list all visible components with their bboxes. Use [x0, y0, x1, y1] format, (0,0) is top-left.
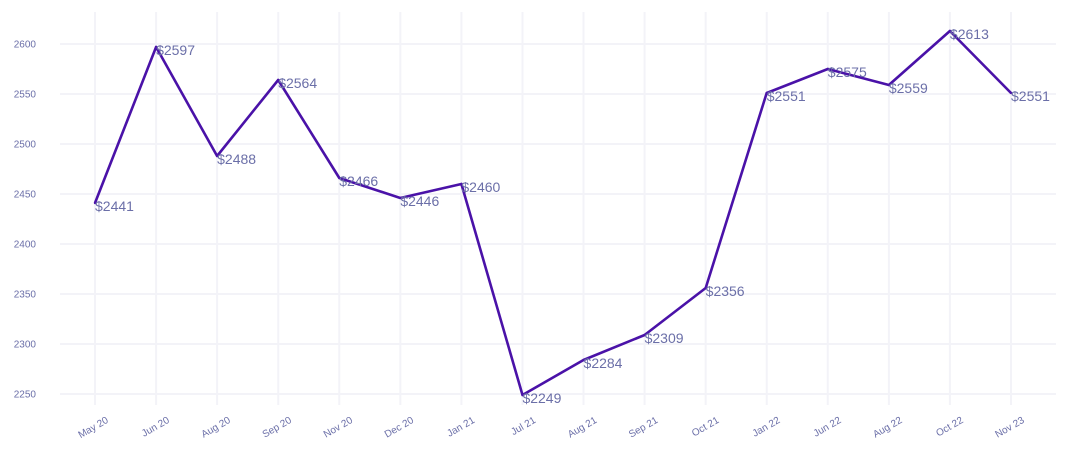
- series-lines: [93, 29, 1013, 397]
- data-point: [643, 333, 646, 337]
- data-label: $2597: [156, 42, 195, 58]
- data-label: $2551: [767, 88, 806, 104]
- y-axis-tick-labels: 2250 2300 2350 2400 2450 2500 2550 2600: [14, 40, 37, 401]
- data-label: $2284: [584, 355, 623, 371]
- x-tick-label: Aug 21: [566, 415, 599, 441]
- data-label: $2356: [706, 283, 745, 299]
- data-point: [887, 83, 891, 87]
- data-label: $2441: [95, 198, 134, 214]
- data-label: $2559: [889, 80, 928, 96]
- data-label: $2309: [645, 330, 684, 346]
- series-line: [93, 29, 1012, 397]
- data-point: [1009, 91, 1013, 95]
- data-label: $2613: [950, 26, 989, 42]
- y-tick-label: 2600: [14, 40, 37, 51]
- data-point: [338, 176, 341, 180]
- x-tick-label: Sep 21: [627, 415, 660, 441]
- data-point: [93, 201, 97, 205]
- data-point: [948, 29, 952, 33]
- x-tick-label: Aug 22: [871, 415, 904, 441]
- y-tick-label: 2400: [14, 240, 37, 251]
- x-tick-label: Jun 20: [140, 415, 172, 440]
- data-labels: $2441 $2597 $2488 $2564 $2466 $2446 $2460 $2249…: [95, 26, 1050, 406]
- y-tick-label: 2450: [14, 190, 37, 201]
- data-label: $2564: [278, 75, 317, 91]
- data-point: [460, 182, 463, 186]
- data-label: $2575: [828, 64, 867, 80]
- y-tick-label: 2250: [14, 390, 37, 401]
- y-tick-label: 2350: [14, 290, 37, 301]
- y-tick-label: 2500: [14, 140, 37, 151]
- data-point: [277, 78, 280, 82]
- x-tick-label: Aug 20: [200, 415, 233, 441]
- x-tick-label: Jun 22: [812, 415, 844, 440]
- data-point: [826, 67, 829, 71]
- data-point: [215, 154, 219, 158]
- x-tick-label: May 20: [77, 415, 111, 441]
- x-tick-label: Oct 21: [690, 415, 721, 439]
- data-label: $2488: [217, 151, 256, 167]
- x-tick-label: Nov 23: [994, 415, 1027, 441]
- x-tick-label: Jan 22: [751, 415, 783, 440]
- y-tick-label: 2300: [14, 340, 37, 351]
- x-tick-label: Nov 20: [322, 415, 355, 441]
- x-tick-label: Dec 20: [383, 415, 416, 441]
- x-tick-label: Oct 22: [934, 415, 965, 439]
- data-label: $2446: [400, 193, 439, 209]
- data-point: [582, 358, 585, 362]
- data-point: [399, 196, 402, 200]
- data-label: $2249: [522, 390, 561, 406]
- data-label: $2466: [339, 173, 378, 189]
- x-axis-tick-labels: May 20 Jun 20 Aug 20 Sep 20 Nov 20 Dec 20 Jan …: [77, 415, 1027, 441]
- data-label: $2551: [1011, 88, 1050, 104]
- x-tick-label: Sep 20: [261, 415, 294, 441]
- data-point: [765, 91, 768, 95]
- data-point: [521, 393, 524, 397]
- data-point: [704, 286, 707, 290]
- y-tick-label: 2550: [14, 90, 37, 101]
- data-label: $2460: [461, 179, 500, 195]
- x-tick-label: Jan 21: [445, 415, 477, 440]
- data-point: [154, 45, 158, 49]
- x-tick-label: Jul 21: [509, 415, 538, 438]
